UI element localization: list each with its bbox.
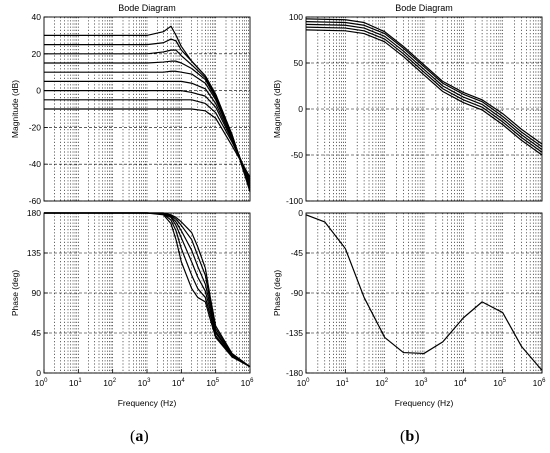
panel-a-magnitude-ytick-label: -60 [29,196,42,206]
panel-a-phase-ylabel: Phase (deg) [10,270,20,316]
panel-a-magnitude-ytick-label: -40 [29,159,42,169]
panel-a-magnitude-ytick-label: 20 [32,49,42,59]
panel-b-phase-series-1 [305,214,543,371]
panel-b-magnitude-frame [305,16,543,202]
panel-b-magnitude-ylabel: Magnitude (dB) [272,80,282,138]
panel-b: 100 50 0 -50 -100 Magnitude (dB) 0 -45 -90 -135 -1… [272,3,546,408]
panel-b-magnitude-ytick-label: 50 [294,58,304,68]
panel-a-phase-axes: 180 135 90 45 0 Phase (deg) [10,208,251,378]
panel-a-phase-series-1 [44,212,251,368]
panel-b-magnitude-series-2 [305,21,543,148]
panel-b-magnitude-series-4 [305,26,543,153]
panel-b-xtick-label: 103 [415,378,428,388]
panel-a-xtick-label: 104 [172,378,185,388]
panel-a-phase-ytick-label: 0 [36,368,41,378]
panel-b-xlabel: Frequency (Hz) [395,398,454,408]
panel-a-phase-series-6 [44,212,251,368]
panel-b-phase-ytick-label: 0 [298,208,303,218]
panel-a-phase-ytick-label: 135 [27,248,41,258]
panel-b-phase-ytick-label: -135 [286,328,303,338]
panel-a-xtick-label: 102 [103,378,116,388]
panel-b-xtick-label: 106 [533,378,546,388]
panel-a-phase-ytick-label: 45 [32,328,42,338]
panel-a-magnitude-series-7 [44,89,251,182]
panel-a-magnitude-series-9 [44,108,251,178]
caption-b-letter: b [405,428,415,445]
caption-b: (b) [400,428,420,445]
panel-b-title: Bode Diagram [395,3,453,13]
panel-a-magnitude-series-4 [44,60,251,187]
panel-a-magnitude-ylabel: Magnitude (dB) [10,80,20,138]
panel-b-magnitude-series-5 [305,29,543,156]
panel-b-xtick-label: 101 [336,378,349,388]
panel-a-phase-series-4 [44,212,251,368]
panel-b-magnitude-ytick-label: -50 [291,150,304,160]
panel-a-title: Bode Diagram [118,3,176,13]
panel-a-magnitude-ytick-label: 0 [36,86,41,96]
caption-a: (a) [130,428,149,445]
panel-a-magnitude-ytick-label: 40 [32,12,42,22]
panel-b-phase-ylabel: Phase (deg) [272,270,282,316]
panel-b-phase-ytick-label: -90 [291,288,304,298]
panel-a-magnitude-series-6 [44,80,251,183]
panel-a-xlabel: Frequency (Hz) [118,398,177,408]
panel-a-xtick-label: 100 [35,378,48,388]
panel-a-xtick-label: 101 [69,378,82,388]
panel-a-xtick-label: 105 [206,378,219,388]
panel-b-phase-axes: 0 -45 -90 -135 -180 Phase (deg) [272,208,543,378]
panel-b-magnitude-ytick-label: -100 [286,196,303,206]
panel-b-magnitude-series-1 [305,18,543,145]
panel-b-phase-ytick-label: -180 [286,368,303,378]
panel-a-phase-ytick-label: 180 [27,208,41,218]
panel-a-magnitude-series-5 [44,70,251,185]
panel-a-phase-ytick-label: 90 [32,288,42,298]
panel-b-xtick-label: 100 [297,378,310,388]
panel-a-magnitude-axes: 40 20 0 -20 -40 -60 Magnitude (dB) [10,12,251,206]
caption-a-letter: a [135,428,144,445]
panel-b-xtick-label: 105 [493,378,506,388]
panel-a-magnitude-series-8 [44,99,251,180]
panel-b-xtick-label: 102 [375,378,388,388]
panel-a-xtick-label: 106 [241,378,254,388]
panel-b-magnitude-axes: 100 50 0 -50 -100 Magnitude (dB) [272,12,543,206]
panel-a-xtick-label: 103 [138,378,151,388]
panel-b-xtick-label: 104 [454,378,467,388]
panel-a-magnitude-ytick-label: -20 [29,122,42,132]
panel-b-magnitude-series-3 [305,23,543,150]
panel-b-magnitude-ytick-label: 100 [289,12,303,22]
panel-a-magnitude-series-3 [44,49,251,189]
panel-b-magnitude-ytick-label: 0 [298,104,303,114]
panel-a: 40 20 0 -20 -40 -60 Magnitude (dB) 180 135 90 45 0 P… [10,3,254,408]
panel-b-phase-ytick-label: -45 [291,248,304,258]
